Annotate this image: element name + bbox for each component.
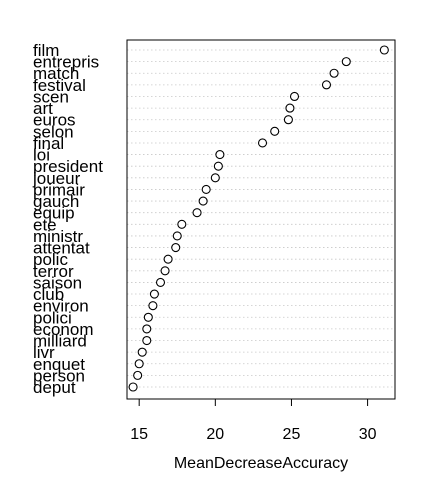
x-tick-label: 30 <box>359 426 377 443</box>
data-point <box>172 231 182 241</box>
x-axis: 15 20 25 30 <box>130 398 377 443</box>
variable-label: final <box>33 134 64 153</box>
variable-label: euros <box>33 111 76 130</box>
data-point <box>133 370 143 380</box>
x-axis-title: MeanDecreaseAccuracy <box>174 455 348 472</box>
data-point <box>171 243 181 253</box>
data-point <box>329 68 339 78</box>
data-point <box>137 347 147 357</box>
data-point <box>134 359 144 369</box>
variable-label: ete <box>33 215 57 234</box>
variable-label: president <box>33 157 103 176</box>
variable-label: entrepris <box>33 53 99 72</box>
variable-label: film <box>33 41 59 60</box>
x-tick-label: 25 <box>283 426 301 443</box>
variable-label: scen <box>33 87 69 106</box>
variable-label: primair <box>33 180 85 199</box>
variable-label: milliard <box>33 332 87 351</box>
variable-label: art <box>33 99 53 118</box>
variable-label: terror <box>33 262 74 281</box>
data-point <box>201 184 211 194</box>
variable-label: ministr <box>33 227 83 246</box>
data-point <box>285 103 295 113</box>
variable-label: selon <box>33 122 74 141</box>
variable-label: person <box>33 366 85 385</box>
x-tick-label: 15 <box>130 426 148 443</box>
variable-label: livr <box>33 343 55 362</box>
variable-label: polic <box>33 250 68 269</box>
data-point <box>128 382 138 392</box>
variable-label: festival <box>33 76 86 95</box>
data-point <box>163 254 173 264</box>
data-point <box>148 301 158 311</box>
data-point <box>341 57 351 67</box>
data-point <box>177 219 187 229</box>
variable-label: deput <box>33 378 76 397</box>
data-point <box>155 277 166 287</box>
guide-lines <box>127 49 395 388</box>
data-points <box>128 45 389 392</box>
data-point <box>142 335 152 346</box>
variable-label: joueur <box>32 169 81 188</box>
variable-label: gauch <box>33 192 79 211</box>
data-point <box>192 208 202 218</box>
data-point <box>257 138 268 148</box>
variable-label: saison <box>33 273 82 292</box>
variable-label: enquet <box>33 355 85 374</box>
data-point <box>321 80 332 90</box>
data-point <box>215 150 225 160</box>
data-point <box>198 196 208 206</box>
variable-labels: filmentreprismatchfestivalscenarteurosse… <box>32 41 103 397</box>
data-point <box>143 312 153 322</box>
variable-label: econom <box>33 320 93 339</box>
variable-label: environ <box>33 297 89 316</box>
plot-frame <box>126 39 396 400</box>
data-point <box>210 173 220 183</box>
data-point <box>289 91 300 102</box>
data-point <box>283 115 293 125</box>
x-tick-label: 20 <box>206 426 224 443</box>
variable-label: match <box>33 64 79 83</box>
variable-label: equip <box>33 204 75 223</box>
data-point <box>379 45 389 55</box>
variable-label: polici <box>33 308 72 327</box>
data-point <box>142 324 152 334</box>
variable-label: club <box>33 285 64 304</box>
variable-label: loi <box>33 146 50 165</box>
data-point <box>160 266 170 276</box>
data-point <box>270 126 280 136</box>
data-point <box>213 161 223 171</box>
data-point <box>149 289 159 299</box>
variable-label: attentat <box>33 239 90 258</box>
